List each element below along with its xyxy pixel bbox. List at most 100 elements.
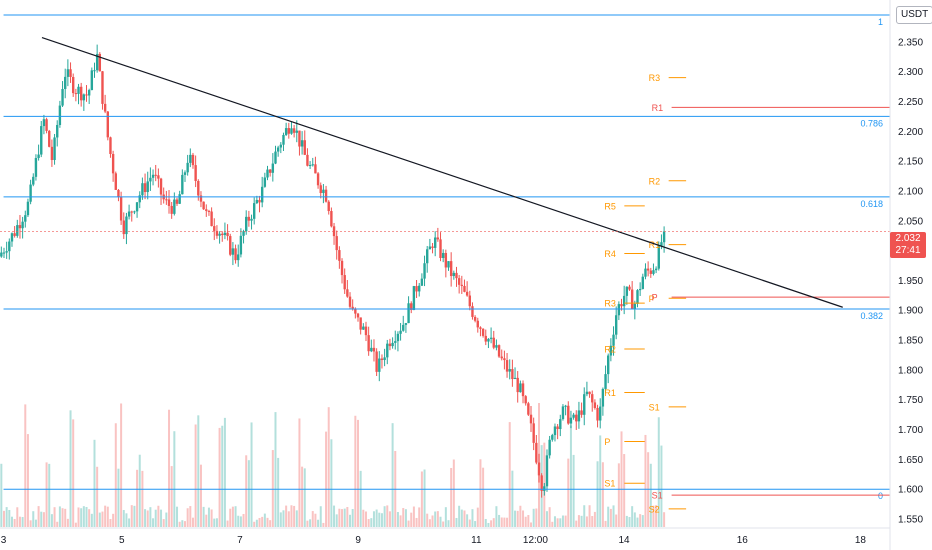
candle xyxy=(322,184,325,204)
volume-bar xyxy=(636,517,639,527)
candle-body xyxy=(439,239,442,258)
volume-bar xyxy=(138,454,141,527)
fib-level-label: 0 xyxy=(878,491,883,501)
candle xyxy=(133,210,136,215)
candle xyxy=(625,286,629,305)
candle-body xyxy=(245,216,248,232)
candle xyxy=(612,326,615,356)
candle-body xyxy=(540,475,543,491)
volume-bar xyxy=(114,423,117,527)
volume-bar xyxy=(29,520,32,527)
candle-body xyxy=(255,199,259,204)
candle-body xyxy=(364,326,368,336)
volume-bar xyxy=(330,439,333,527)
volume-bar xyxy=(516,510,519,527)
candle-body xyxy=(487,338,490,342)
y-tick-label: 2.300 xyxy=(898,67,923,78)
volume-bar xyxy=(21,517,24,527)
candle-body xyxy=(167,199,171,206)
volume-bar xyxy=(285,505,288,527)
candle xyxy=(98,52,102,72)
candle xyxy=(492,330,495,350)
volume-bar xyxy=(104,505,107,527)
volume-bar xyxy=(8,509,11,527)
candle-body xyxy=(292,128,296,133)
candle-body xyxy=(607,355,610,375)
pivot-level-label: P xyxy=(652,293,658,303)
candle-body xyxy=(319,185,322,194)
candle xyxy=(428,238,432,250)
trendline[interactable] xyxy=(41,37,843,308)
candle xyxy=(607,353,610,384)
candle xyxy=(561,404,565,421)
candle-body xyxy=(500,356,503,359)
volume-bar xyxy=(333,505,336,527)
candle-body xyxy=(218,233,221,236)
candle-body xyxy=(303,140,306,155)
volume-bar xyxy=(34,519,37,527)
volume-bar xyxy=(24,404,27,527)
candle xyxy=(439,232,442,262)
candle-body xyxy=(24,215,27,222)
candle-body xyxy=(559,419,562,430)
candle-body xyxy=(45,119,48,131)
volume-bar xyxy=(527,515,530,527)
currency-badge[interactable]: USDT xyxy=(896,6,932,24)
candle xyxy=(463,279,466,293)
volume-bar xyxy=(588,505,591,527)
candle xyxy=(194,155,197,188)
candle-body xyxy=(189,154,192,163)
candle xyxy=(519,380,522,393)
candle-body xyxy=(29,184,32,202)
candle-body xyxy=(194,165,197,181)
volume-bar xyxy=(327,407,330,527)
candle-body xyxy=(455,272,458,279)
trendline-layer xyxy=(41,37,843,308)
candle-body xyxy=(199,195,203,202)
candle xyxy=(223,222,227,240)
candle-body xyxy=(26,201,30,216)
volume-bar xyxy=(561,515,564,527)
volume-bar xyxy=(74,522,77,527)
candle-body xyxy=(268,169,272,173)
candle xyxy=(210,207,213,227)
candle-body xyxy=(242,231,245,236)
volume-bar xyxy=(183,521,186,527)
candle xyxy=(56,120,59,147)
candle-body xyxy=(122,220,125,235)
volume-bar xyxy=(218,427,221,527)
candle xyxy=(199,191,203,208)
candle-body xyxy=(553,426,557,436)
pivot-level-label: S2 xyxy=(649,504,660,514)
candle-body xyxy=(348,296,352,307)
candle xyxy=(556,424,559,440)
candle-body xyxy=(117,189,120,197)
candle-body xyxy=(521,383,525,397)
candle xyxy=(412,285,416,311)
y-tick-label: 2.100 xyxy=(898,186,923,197)
candle xyxy=(332,222,336,245)
candle-body xyxy=(271,163,275,173)
volume-bar xyxy=(133,505,136,527)
volume-bar xyxy=(0,463,3,527)
candle xyxy=(42,114,46,135)
volume-bar xyxy=(617,463,620,527)
y-tick-label: 2.250 xyxy=(898,97,923,108)
candle-body xyxy=(585,391,589,395)
candle xyxy=(622,285,626,315)
candle-body xyxy=(535,442,538,463)
candle-body xyxy=(545,455,549,487)
candle xyxy=(300,131,304,155)
volume-bar xyxy=(194,424,197,527)
candle xyxy=(591,390,594,412)
candle xyxy=(367,326,370,356)
candle xyxy=(252,197,256,225)
y-tick-label: 2.200 xyxy=(898,127,923,138)
y-tick-label: 1.750 xyxy=(898,395,923,406)
candle-body xyxy=(258,199,261,203)
current-price-badge: 2.032 27:41 xyxy=(890,232,926,258)
candle-body xyxy=(340,260,344,276)
candle-body xyxy=(266,169,269,178)
volume-bar xyxy=(298,418,301,527)
